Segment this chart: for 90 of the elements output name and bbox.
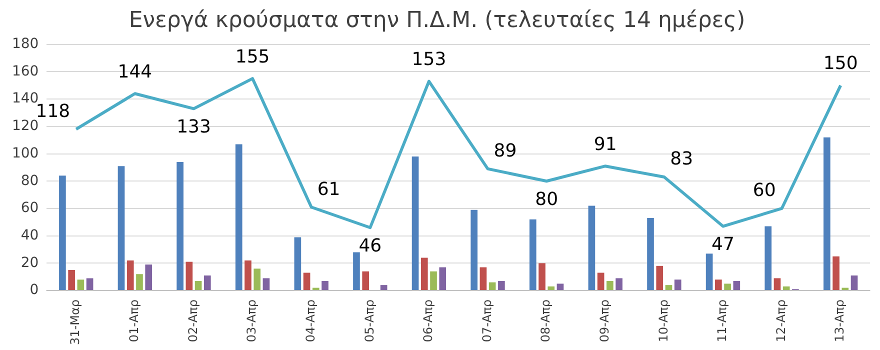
bar <box>665 285 672 290</box>
bar <box>556 284 564 290</box>
data-label: 150 <box>823 53 858 74</box>
y-tick-label: 0 <box>30 282 39 298</box>
data-label: 153 <box>412 48 446 70</box>
data-label: 47 <box>712 234 734 255</box>
bar <box>136 274 143 290</box>
bar <box>262 278 270 290</box>
bar <box>126 260 134 290</box>
y-tick-label: 100 <box>12 145 39 162</box>
bar <box>842 288 849 290</box>
bar <box>588 206 596 290</box>
x-tick-label: 03-Απρ <box>244 300 259 342</box>
y-tick-label: 180 <box>12 36 39 52</box>
bar <box>77 280 84 290</box>
bar <box>850 275 858 290</box>
bar <box>312 288 320 290</box>
bar <box>616 278 622 290</box>
y-tick-label: 60 <box>20 200 39 216</box>
bar <box>647 218 654 290</box>
bar <box>824 137 830 290</box>
x-tick-label: 31-Μαρ <box>68 300 82 346</box>
bar <box>145 264 152 290</box>
data-label: 61 <box>317 178 340 200</box>
bar <box>68 270 75 290</box>
bar <box>244 260 252 290</box>
data-label: 91 <box>594 134 617 155</box>
bar <box>353 252 360 290</box>
bar <box>832 256 840 290</box>
bar <box>538 263 546 290</box>
bar <box>362 271 370 290</box>
bar <box>706 254 713 290</box>
x-tick-label: 12-Απρ <box>774 300 788 342</box>
x-tick-label: 05-Απρ <box>362 300 376 342</box>
bar <box>420 258 428 290</box>
bar <box>194 280 202 290</box>
y-tick-label: 80 <box>20 172 39 189</box>
bar <box>733 280 740 290</box>
bar <box>498 280 505 290</box>
data-label: 144 <box>118 61 152 82</box>
bar <box>439 267 446 290</box>
bar <box>254 268 261 290</box>
data-label: 80 <box>535 188 558 210</box>
y-tick-label: 160 <box>12 63 39 80</box>
bar <box>204 275 211 290</box>
data-label: 46 <box>358 235 382 256</box>
bar <box>86 278 94 290</box>
bar <box>488 282 496 290</box>
bar <box>764 226 772 290</box>
x-tick-label: 02-Απρ <box>186 300 200 342</box>
chart-title: Ενεργά κρούσματα στην Π.Δ.Μ. (τελευταίες 14 ημέρες) <box>128 8 746 33</box>
x-tick-label: 10-Απρ <box>656 300 670 342</box>
bar <box>548 286 555 290</box>
y-tick-label: 20 <box>20 254 39 271</box>
data-label: 83 <box>670 148 694 170</box>
bar <box>774 278 781 290</box>
bar <box>782 286 790 290</box>
x-tick-label: 04-Απρ <box>303 300 318 342</box>
bar <box>715 280 722 290</box>
bar <box>294 237 302 290</box>
bar <box>303 272 310 290</box>
bar <box>529 219 536 290</box>
bar <box>118 166 125 290</box>
data-label: 89 <box>494 140 517 162</box>
bar <box>606 280 614 290</box>
bar <box>656 266 664 290</box>
bar <box>186 262 193 290</box>
bar <box>380 285 388 290</box>
bar <box>430 271 437 290</box>
x-tick-label: 01-Απρ <box>127 300 142 342</box>
bar <box>480 267 487 290</box>
bar <box>724 284 731 290</box>
bar <box>322 280 328 290</box>
x-tick-label: 11-Απρ <box>715 300 730 342</box>
bar <box>59 176 66 290</box>
x-tick-label: 07-Απρ <box>480 300 494 342</box>
bar <box>470 210 478 290</box>
bar <box>235 144 242 290</box>
bar <box>412 156 419 290</box>
x-tick-label: 13-Απρ <box>832 300 847 342</box>
bar <box>176 162 184 290</box>
data-label: 60 <box>752 180 776 202</box>
bar <box>674 280 682 290</box>
data-label: 155 <box>235 46 270 68</box>
bar <box>597 272 604 290</box>
data-label: 133 <box>176 116 211 138</box>
y-tick-label: 40 <box>20 227 39 244</box>
x-tick-label: 08-Απρ <box>538 300 553 342</box>
x-tick-label: 09-Απρ <box>598 300 612 342</box>
x-tick-label: 06-Απρ <box>421 300 436 342</box>
